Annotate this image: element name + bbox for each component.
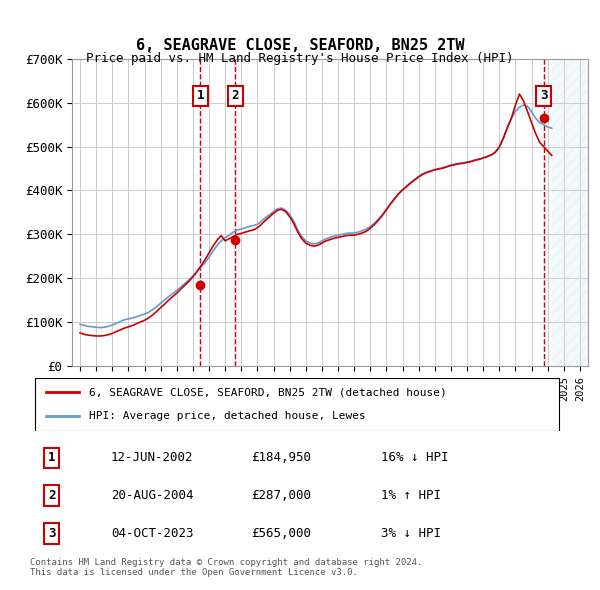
Text: 16% ↓ HPI: 16% ↓ HPI bbox=[381, 451, 449, 464]
Text: HPI: Average price, detached house, Lewes: HPI: Average price, detached house, Lewe… bbox=[89, 411, 366, 421]
Text: 3: 3 bbox=[48, 527, 55, 540]
Text: 2: 2 bbox=[48, 489, 55, 502]
Text: 6, SEAGRAVE CLOSE, SEAFORD, BN25 2TW: 6, SEAGRAVE CLOSE, SEAFORD, BN25 2TW bbox=[136, 38, 464, 53]
Text: £287,000: £287,000 bbox=[251, 489, 311, 502]
Bar bbox=[233, 59, 238, 366]
Text: 1: 1 bbox=[48, 451, 55, 464]
Text: £565,000: £565,000 bbox=[251, 527, 311, 540]
Text: 12-JUN-2002: 12-JUN-2002 bbox=[111, 451, 193, 464]
Bar bbox=[541, 59, 546, 366]
Text: 20-AUG-2004: 20-AUG-2004 bbox=[111, 489, 193, 502]
Text: 1% ↑ HPI: 1% ↑ HPI bbox=[381, 489, 441, 502]
Text: Price paid vs. HM Land Registry's House Price Index (HPI): Price paid vs. HM Land Registry's House … bbox=[86, 52, 514, 65]
Text: 04-OCT-2023: 04-OCT-2023 bbox=[111, 527, 193, 540]
Bar bbox=[552, 59, 588, 366]
Text: 6, SEAGRAVE CLOSE, SEAFORD, BN25 2TW (detached house): 6, SEAGRAVE CLOSE, SEAFORD, BN25 2TW (de… bbox=[89, 388, 447, 398]
Text: 1: 1 bbox=[196, 89, 204, 102]
Text: 3: 3 bbox=[540, 89, 547, 102]
Text: 2: 2 bbox=[232, 89, 239, 102]
Text: 3% ↓ HPI: 3% ↓ HPI bbox=[381, 527, 441, 540]
Text: £184,950: £184,950 bbox=[251, 451, 311, 464]
Text: Contains HM Land Registry data © Crown copyright and database right 2024.: Contains HM Land Registry data © Crown c… bbox=[30, 558, 422, 566]
FancyBboxPatch shape bbox=[35, 378, 559, 431]
Bar bbox=[198, 59, 203, 366]
Text: This data is licensed under the Open Government Licence v3.0.: This data is licensed under the Open Gov… bbox=[30, 568, 358, 576]
